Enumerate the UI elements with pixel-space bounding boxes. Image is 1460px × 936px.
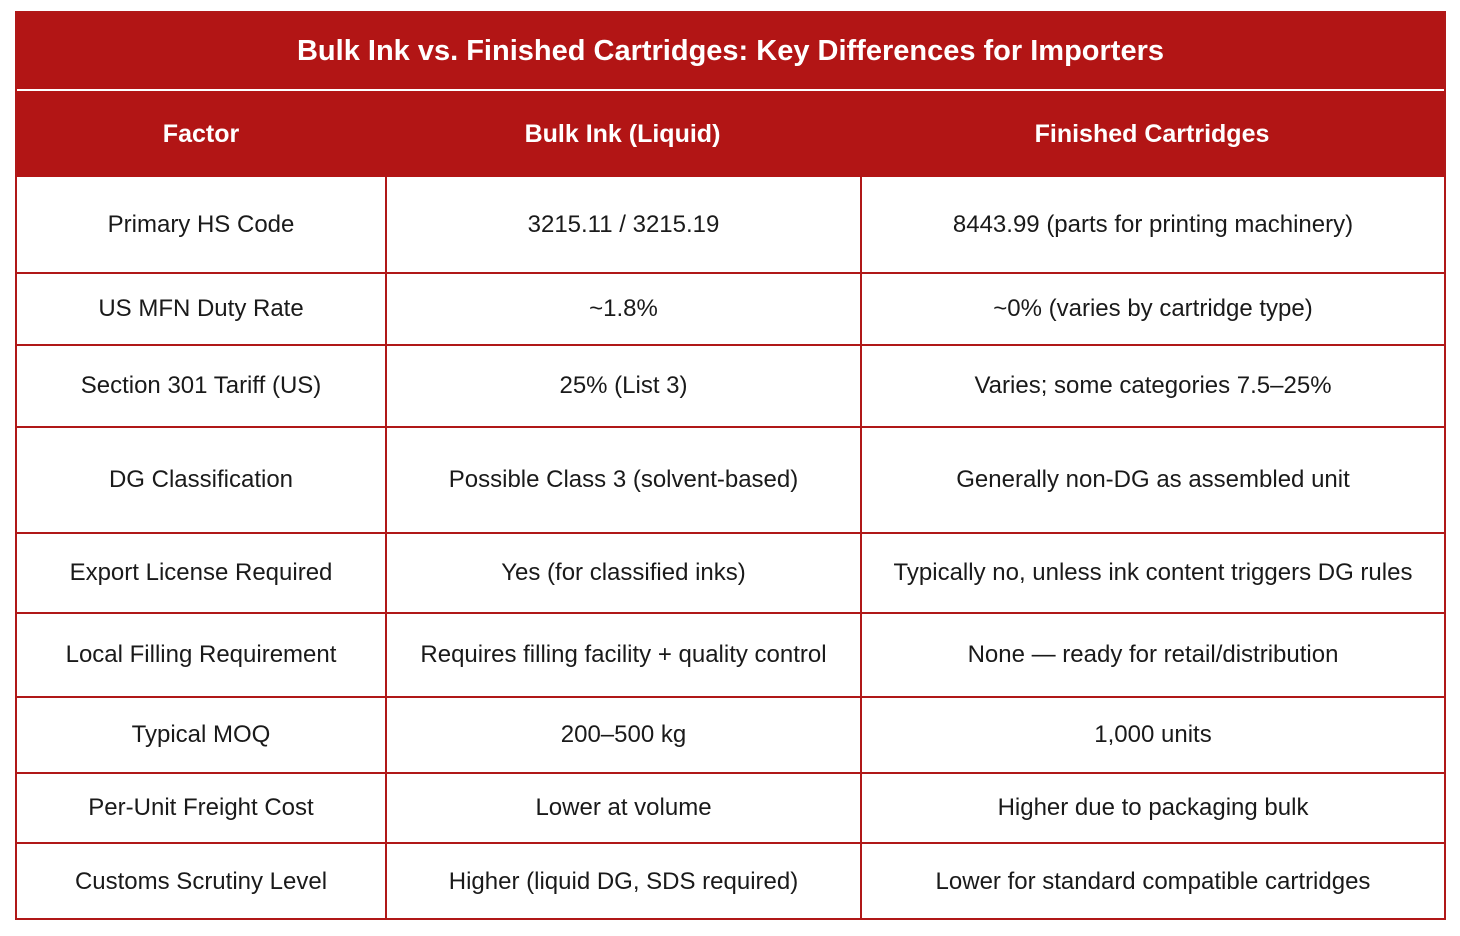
table-row: Primary HS Code 3215.11 / 3215.19 8443.9… bbox=[17, 177, 1444, 272]
table-row: Export License Required Yes (for classif… bbox=[17, 532, 1444, 612]
table-row: Local Filling Requirement Requires filli… bbox=[17, 612, 1444, 696]
row-bulk-ink-cell: 200–500 kg bbox=[385, 698, 860, 772]
row-factor-cell: Section 301 Tariff (US) bbox=[80, 372, 322, 399]
row-bulk-ink-cell: Yes (for classified inks) bbox=[385, 534, 860, 612]
row-bulk-ink-cell: 25% (List 3) bbox=[385, 346, 860, 426]
row-bulk-ink-cell: Lower at volume bbox=[385, 774, 860, 842]
row-factor-cell: Customs Scrutiny Level bbox=[74, 868, 328, 895]
row-factor-cell: DG Classification bbox=[108, 466, 294, 493]
table-title: Bulk Ink vs. Finished Cartridges: Key Di… bbox=[17, 13, 1444, 89]
row-bulk-ink-cell: Possible Class 3 (solvent-based) bbox=[385, 428, 860, 532]
table-row: Per-Unit Freight Cost Lower at volume Hi… bbox=[17, 772, 1444, 842]
column-header-finished-cartridges: Finished Cartridges bbox=[1034, 119, 1270, 148]
row-factor-cell: Export License Required bbox=[69, 559, 333, 586]
row-finished-cartridges-cell: Generally non-DG as assembled unit bbox=[860, 428, 1444, 532]
row-finished-cartridges-cell: 8443.99 (parts for printing machinery) bbox=[860, 177, 1444, 272]
column-header-factor: Factor bbox=[162, 119, 240, 148]
table-row: Section 301 Tariff (US) 25% (List 3) Var… bbox=[17, 344, 1444, 426]
row-bulk-ink-cell: Requires filling facility + quality cont… bbox=[385, 614, 860, 696]
row-factor-cell: Local Filling Requirement bbox=[65, 641, 337, 668]
row-bulk-ink-cell: ~1.8% bbox=[385, 274, 860, 344]
comparison-table: Bulk Ink vs. Finished Cartridges: Key Di… bbox=[15, 11, 1446, 920]
row-finished-cartridges-cell: Typically no, unless ink content trigger… bbox=[860, 534, 1444, 612]
table-row: Customs Scrutiny Level Higher (liquid DG… bbox=[17, 842, 1444, 920]
table-row: Typical MOQ 200–500 kg 1,000 units bbox=[17, 696, 1444, 772]
table-row: DG Classification Possible Class 3 (solv… bbox=[17, 426, 1444, 532]
table-header-row: Factor Bulk Ink (Liquid) Finished Cartri… bbox=[17, 89, 1444, 177]
row-finished-cartridges-cell: Varies; some categories 7.5–25% bbox=[860, 346, 1444, 426]
row-factor-cell: Per-Unit Freight Cost bbox=[88, 794, 314, 821]
row-finished-cartridges-cell: None — ready for retail/distribution bbox=[860, 614, 1444, 696]
row-finished-cartridges-cell: ~0% (varies by cartridge type) bbox=[860, 274, 1444, 344]
row-finished-cartridges-cell: 1,000 units bbox=[860, 698, 1444, 772]
row-bulk-ink-cell: Higher (liquid DG, SDS required) bbox=[385, 844, 860, 920]
row-factor-cell: US MFN Duty Rate bbox=[98, 295, 304, 322]
table-body: Primary HS Code 3215.11 / 3215.19 8443.9… bbox=[17, 177, 1444, 920]
column-header-bulk-ink: Bulk Ink (Liquid) bbox=[524, 119, 721, 148]
row-finished-cartridges-cell: Lower for standard compatible cartridges bbox=[860, 844, 1444, 920]
table-row: US MFN Duty Rate ~1.8% ~0% (varies by ca… bbox=[17, 272, 1444, 344]
row-factor-cell: Typical MOQ bbox=[131, 721, 271, 748]
row-finished-cartridges-cell: Higher due to packaging bulk bbox=[860, 774, 1444, 842]
row-factor-cell: Primary HS Code bbox=[107, 210, 295, 238]
row-bulk-ink-cell: 3215.11 / 3215.19 bbox=[385, 177, 860, 272]
